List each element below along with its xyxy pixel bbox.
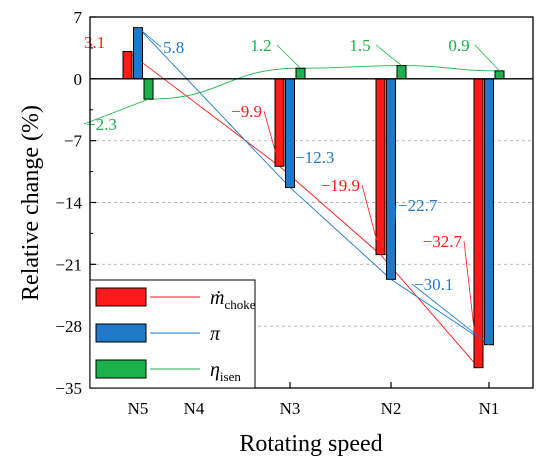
bar-eta-n1	[494, 70, 505, 80]
bar-mchoke-n3	[274, 78, 285, 167]
data-label-mchoke-n1: −32.7	[423, 232, 463, 251]
label-leader-pi	[137, 27, 162, 48]
trend-line-eta	[148, 65, 500, 100]
legend-label-eta: ηisen	[210, 359, 241, 384]
label-leader-eta	[276, 44, 301, 69]
data-label-eta-n2: 1.5	[349, 36, 370, 55]
data-label-mchoke-n2: −19.9	[321, 176, 360, 195]
data-label-pi-n1: −30.1	[414, 275, 453, 294]
label-leader-eta	[83, 98, 149, 125]
data-label-eta-n5: −2.3	[86, 115, 117, 134]
bar-eta-n5	[143, 78, 154, 100]
data-label-eta-n1: 0.9	[448, 36, 469, 55]
y-tick-label: −7	[64, 132, 83, 151]
data-label-eta-n3: 1.2	[250, 36, 271, 55]
trend-lines	[127, 27, 500, 368]
bar-pi-n1	[484, 78, 494, 346]
data-label-mchoke-n5: 3.1	[84, 33, 105, 52]
trend-line-mchoke	[127, 51, 479, 368]
bar-pi-n2	[386, 78, 396, 280]
label-leader-mchoke	[361, 184, 381, 255]
y-tick-label: −21	[55, 255, 82, 274]
y-tick-label: −14	[55, 194, 82, 213]
trend-line-pi	[137, 27, 490, 346]
data-label-mchoke-n3: −9.9	[231, 102, 262, 121]
legend-swatch-mchoke	[95, 287, 147, 307]
x-axis-title: Rotating speed	[239, 431, 382, 457]
x-tick-label: N4	[184, 399, 205, 418]
y-axis-title: Relative change (%)	[18, 105, 44, 301]
label-leader-pi	[411, 283, 490, 346]
label-leader-pi	[390, 204, 397, 280]
bar-mchoke-n5	[122, 50, 133, 80]
bar-mchoke-n1	[473, 78, 484, 369]
data-labels: 3.1 −9.9 −19.9 −32.7 5.8 −12.3 −22.7 −30.1 −2.3 1…	[84, 33, 470, 294]
x-tick-label: N3	[280, 399, 301, 418]
legend-swatch-pi	[95, 323, 147, 343]
legend: ṁchoke π ηisen	[89, 279, 256, 389]
y-tick-label: −35	[55, 379, 82, 398]
y-tick-label: −28	[55, 317, 82, 336]
y-tick-label: 7	[74, 8, 83, 27]
x-tick-label: N2	[381, 399, 402, 418]
data-label-pi-n5: 5.8	[163, 38, 184, 57]
label-leader-mchoke	[263, 110, 280, 167]
label-leader-pi	[289, 156, 294, 188]
legend-label-pi: π	[210, 323, 221, 345]
bar-eta-n3	[295, 67, 306, 80]
label-leader-mchoke	[463, 240, 479, 368]
label-leaders	[83, 27, 500, 368]
data-label-pi-n2: −22.7	[398, 196, 438, 215]
legend-swatch-eta	[95, 359, 147, 379]
data-label-pi-n3: −12.3	[295, 148, 334, 167]
legend-label-mchoke: ṁchoke	[210, 287, 256, 312]
axes: 7 0 −7 −14 −21 −28 −35 N5 N4 N3 N2 N1	[55, 8, 533, 418]
label-leader-eta	[474, 44, 500, 72]
x-tick-label: N5	[128, 399, 149, 418]
x-tick-label: N1	[479, 399, 500, 418]
label-leader-eta	[375, 44, 402, 66]
bar-pi-n3	[285, 78, 295, 188]
bar-eta-n2	[396, 65, 407, 80]
bar-mchoke-n2	[375, 78, 386, 256]
bar-pi-n5	[133, 27, 143, 80]
y-tick-label: 0	[74, 70, 83, 89]
